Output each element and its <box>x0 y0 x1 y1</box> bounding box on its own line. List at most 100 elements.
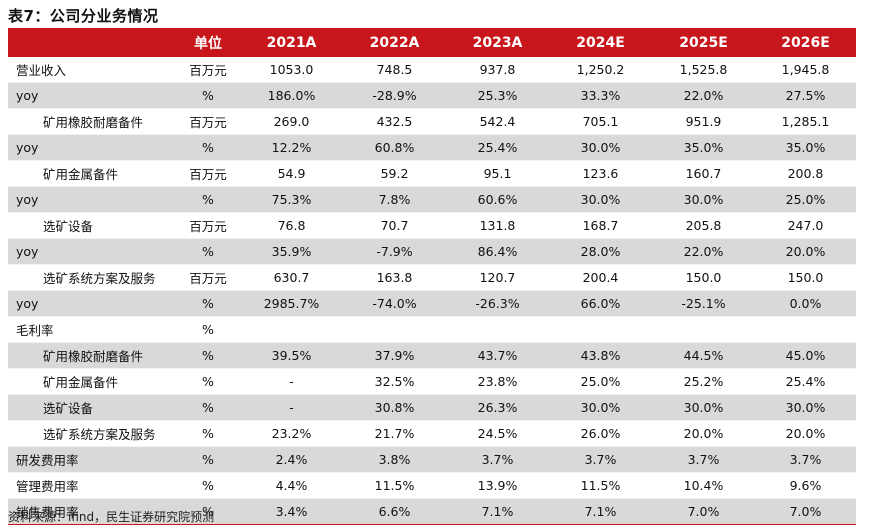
value-cell: 33.3% <box>549 82 652 109</box>
value-cell: 1,945.8 <box>755 57 856 83</box>
row-unit: % <box>176 498 240 525</box>
value-cell: 6.6% <box>343 498 446 525</box>
value-cell: 160.7 <box>652 160 755 187</box>
value-cell: 13.9% <box>446 472 549 499</box>
value-cell: 11.5% <box>343 472 446 499</box>
value-cell: 66.0% <box>549 290 652 317</box>
value-cell: 7.0% <box>755 498 856 525</box>
value-cell: 60.8% <box>343 134 446 161</box>
header-year: 2022A <box>343 28 446 57</box>
value-cell: 12.2% <box>240 134 343 161</box>
value-cell: 2.4% <box>240 446 343 473</box>
value-cell: 35.9% <box>240 238 343 265</box>
value-cell: 705.1 <box>549 108 652 135</box>
value-cell: 163.8 <box>343 264 446 291</box>
value-cell: 3.7% <box>446 446 549 473</box>
table-row: yoy% 12.2% 60.8% 25.4% 30.0% 35.0% 35.0% <box>8 134 856 161</box>
value-cell: 1,285.1 <box>755 108 856 135</box>
header-year: 2024E <box>549 28 652 57</box>
value-cell: 35.0% <box>652 134 755 161</box>
source-note: 资料来源：ifind，民生证券研究院预测 <box>8 510 215 524</box>
value-cell: 247.0 <box>755 212 856 239</box>
value-cell: 3.7% <box>549 446 652 473</box>
row-label: 矿用橡胶耐磨备件 <box>8 108 176 135</box>
value-cell: 30.0% <box>549 394 652 421</box>
row-label: 销售费用率 <box>8 498 176 525</box>
row-label: 选矿系统方案及服务 <box>8 264 176 291</box>
value-cell: -28.9% <box>343 82 446 109</box>
value-cell: 7.8% <box>343 186 446 213</box>
table-row: 矿用橡胶耐磨备件 百万元 269.0 432.5 542.4 705.1 951.9 1,28… <box>8 108 856 135</box>
header-year: 2021A <box>240 28 343 57</box>
value-cell: 35.0% <box>755 134 856 161</box>
value-cell: -7.9% <box>343 238 446 265</box>
table-row: 营业收入 百万元 1053.0 748.5 937.8 1,250.2 1,525.8 1,9… <box>8 57 856 83</box>
value-cell: 20.0% <box>755 238 856 265</box>
value-cell: 25.0% <box>549 368 652 395</box>
value-cell: 25.4% <box>446 134 549 161</box>
value-cell: 23.2% <box>240 420 343 447</box>
row-unit: % <box>176 420 240 447</box>
value-cell: 30.0% <box>652 394 755 421</box>
row-unit: % <box>176 134 240 161</box>
value-cell: 150.0 <box>755 264 856 291</box>
row-unit: 百万元 <box>176 108 240 135</box>
value-cell: 2985.7% <box>240 290 343 317</box>
value-cell: 95.1 <box>446 160 549 187</box>
row-unit: % <box>176 238 240 265</box>
value-cell: 123.6 <box>549 160 652 187</box>
value-cell: 43.8% <box>549 342 652 369</box>
row-unit: % <box>176 186 240 213</box>
value-cell: 20.0% <box>755 420 856 447</box>
row-unit: % <box>176 446 240 473</box>
value-cell: 26.3% <box>446 394 549 421</box>
value-cell: 200.4 <box>549 264 652 291</box>
value-cell: 25.0% <box>755 186 856 213</box>
table-row: 矿用金属备件 百万元 54.9 59.2 95.1 123.6 160.7 200.8 <box>8 160 856 187</box>
value-cell: -74.0% <box>343 290 446 317</box>
table-row: 矿用橡胶耐磨备件% 39.5% 37.9% 43.7% 43.8% 44.5% 45.0% <box>8 342 856 369</box>
row-label: 矿用金属备件 <box>8 160 176 187</box>
value-cell: 44.5% <box>652 342 755 369</box>
value-cell: 54.9 <box>240 160 343 187</box>
value-cell: 432.5 <box>343 108 446 135</box>
value-cell: 30.8% <box>343 394 446 421</box>
value-cell: 1053.0 <box>240 57 343 83</box>
value-cell: 3.7% <box>652 446 755 473</box>
row-unit: 百万元 <box>176 57 240 83</box>
value-cell: 748.5 <box>343 57 446 83</box>
value-cell: 30.0% <box>549 186 652 213</box>
row-unit: % <box>176 472 240 499</box>
value-cell <box>652 316 755 343</box>
value-cell: 4.4% <box>240 472 343 499</box>
table-row: 销售费用率% 3.4% 6.6% 7.1% 7.1% 7.0% 7.0% <box>8 498 856 525</box>
value-cell: 22.0% <box>652 82 755 109</box>
value-cell: 39.5% <box>240 342 343 369</box>
value-cell: 7.1% <box>549 498 652 525</box>
value-cell: 186.0% <box>240 82 343 109</box>
value-cell: 45.0% <box>755 342 856 369</box>
table-row: yoy% 2985.7% -74.0% -26.3% 66.0% -25.1% 0.0% <box>8 290 856 317</box>
value-cell: -26.3% <box>446 290 549 317</box>
row-label: 毛利率 <box>8 316 176 343</box>
row-label: 矿用金属备件 <box>8 368 176 395</box>
value-cell: 200.8 <box>755 160 856 187</box>
row-label: 管理费用率 <box>8 472 176 499</box>
row-label: yoy <box>8 134 176 161</box>
row-unit: 百万元 <box>176 160 240 187</box>
row-label: 选矿设备 <box>8 212 176 239</box>
value-cell: 30.0% <box>549 134 652 161</box>
value-cell <box>343 316 446 343</box>
table-row: 选矿设备% -30.8% 26.3% 30.0% 30.0% 30.0% <box>8 394 856 421</box>
value-cell: 3.7% <box>755 446 856 473</box>
value-cell: 30.0% <box>755 394 856 421</box>
row-label: 选矿设备 <box>8 394 176 421</box>
row-unit: % <box>176 316 240 343</box>
value-cell: 43.7% <box>446 342 549 369</box>
value-cell: 0.0% <box>755 290 856 317</box>
value-cell: 26.0% <box>549 420 652 447</box>
value-cell: 937.8 <box>446 57 549 83</box>
value-cell: 86.4% <box>446 238 549 265</box>
value-cell: 20.0% <box>652 420 755 447</box>
row-unit: % <box>176 394 240 421</box>
